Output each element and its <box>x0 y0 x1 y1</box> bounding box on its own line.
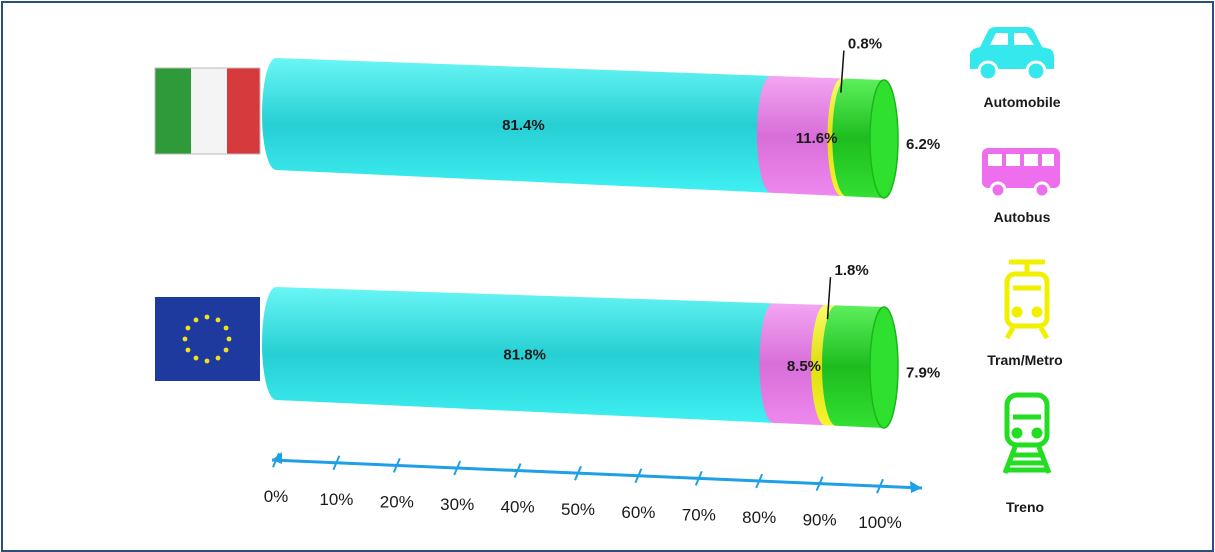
data-label-tram-metro: 0.8% <box>848 36 882 53</box>
axis-tick <box>876 478 884 494</box>
data-label-tram-metro: 1.8% <box>834 262 868 279</box>
eu-star <box>204 314 210 320</box>
x-tick-label: 0% <box>264 487 289 506</box>
tram-icon <box>1004 259 1050 340</box>
eu-star <box>223 325 229 331</box>
x-tick-label: 20% <box>380 492 414 511</box>
bar-end-cap <box>869 306 899 429</box>
legend-label-autobus: Autobus <box>994 209 1051 225</box>
axis-tick <box>513 463 522 478</box>
train-icon <box>1002 392 1052 474</box>
legend-label-automobile: Automobile <box>984 94 1061 110</box>
eu-star <box>204 358 210 364</box>
x-tick-label: 100% <box>858 513 901 532</box>
axis-arrow <box>910 481 922 493</box>
car-icon <box>970 27 1054 82</box>
eu-star <box>185 347 191 353</box>
axis-line <box>271 458 923 490</box>
eu-star <box>215 355 221 361</box>
axis-tick <box>332 455 341 471</box>
x-axis: 0% 10% 20% 30% 40% 50% 60% 70% 80% 90% 100% <box>264 452 923 532</box>
bar-automobile <box>262 287 788 423</box>
x-tick-label: 10% <box>319 490 353 509</box>
axis-tick <box>453 460 462 476</box>
legend-label-treno: Treno <box>1006 499 1044 515</box>
bus-icon <box>982 148 1060 199</box>
leader-line <box>826 277 832 320</box>
axis-tick <box>392 457 401 473</box>
data-label-autobus: 11.6% <box>796 130 838 147</box>
axis-tick <box>755 473 764 489</box>
x-tick-label: 30% <box>440 495 474 514</box>
x-tick-label: 90% <box>803 511 837 530</box>
data-label-treno: 7.9% <box>906 365 940 382</box>
axis-tick <box>574 465 582 481</box>
data-label-automobile: 81.4% <box>502 117 545 134</box>
leader-line <box>840 50 845 93</box>
x-tick-label: 80% <box>742 508 776 527</box>
eu-star <box>185 325 191 331</box>
flag-eu-icon <box>155 297 260 381</box>
legend: Automobile Autobus Tram/Metro Treno <box>970 27 1063 515</box>
bar-automobile <box>262 58 785 193</box>
legend-label-tram-metro: Tram/Metro <box>987 352 1062 368</box>
eu-star <box>193 355 199 361</box>
eu-star <box>193 317 199 323</box>
axis-tick <box>272 452 280 468</box>
data-label-automobile: 81.8% <box>503 346 546 363</box>
x-tick-label: 70% <box>682 505 716 524</box>
x-tick-label: 60% <box>621 503 655 522</box>
axis-tick <box>694 470 703 486</box>
eu-star <box>182 336 188 342</box>
eu-star <box>223 347 229 353</box>
data-label-treno: 6.2% <box>906 136 940 153</box>
eu-star <box>226 336 232 342</box>
x-tick-label: 50% <box>561 500 595 519</box>
axis-tick <box>634 468 643 484</box>
flag-italy-icon <box>154 67 261 155</box>
bar-end-cap <box>869 79 899 199</box>
data-label-autobus: 8.5% <box>787 358 821 375</box>
eu-star <box>215 317 221 323</box>
x-tick-label: 40% <box>501 498 535 517</box>
axis-tick <box>815 476 824 491</box>
